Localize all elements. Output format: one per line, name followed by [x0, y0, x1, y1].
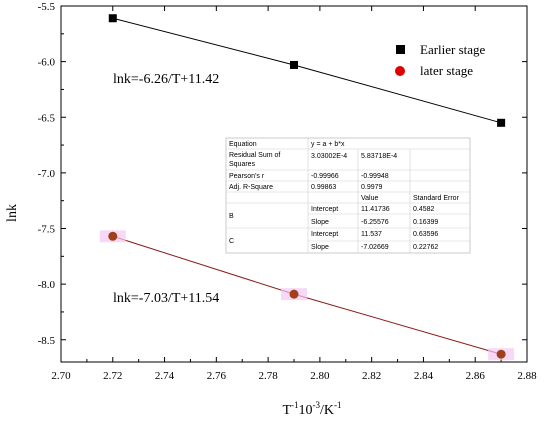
y-tick-label-2: -6.5 — [38, 112, 56, 124]
series-0-point-2 — [497, 118, 506, 127]
x-tick-label-0: 2.70 — [51, 370, 71, 382]
legend-label-earlier: Earlier stage — [420, 42, 486, 57]
series-1-point-2 — [496, 349, 506, 359]
table-c-slope-error: 0.22762 — [413, 244, 438, 251]
y-tick-label-5: -8.0 — [38, 279, 56, 291]
x-axis-label-mid: 10 — [299, 403, 313, 418]
legend: Earlier stage later stage — [395, 42, 486, 78]
x-tick-label-6: 2.82 — [362, 370, 381, 382]
table-c-intercept-value: 11.537 — [361, 231, 382, 238]
x-tick-label-8: 2.86 — [466, 370, 486, 382]
table-rss-b: 3.03002E-4 — [311, 153, 347, 160]
x-axis-label-sup1: -1 — [291, 400, 299, 410]
y-tick-label-6: -8.5 — [38, 335, 56, 347]
table-col-value: Value — [361, 195, 378, 202]
table-adjr-b: 0.99863 — [311, 184, 336, 191]
table-rss-c: 5.83718E-4 — [361, 153, 397, 160]
table-b-intercept-value: 11.41736 — [361, 206, 390, 213]
data-markers — [99, 14, 515, 361]
y-tick-label-1: -6.0 — [38, 57, 56, 69]
y-tick-label-0: -5.5 — [38, 1, 56, 13]
table-c-slope-label: Slope — [311, 244, 329, 251]
series-1-point-1 — [289, 289, 299, 299]
table-adjr-c: 0.9979 — [361, 184, 383, 191]
table-pearson-b: -0.99966 — [311, 173, 339, 180]
fit-results-table: Equation y = a + b*x Residual Sum of Squ… — [225, 137, 471, 254]
table-pearson-label: Pearson's r — [229, 173, 265, 180]
y-tick-label-3: -7.0 — [38, 168, 56, 180]
table-b-slope-label: Slope — [311, 219, 329, 226]
table-b-intercept-label: Intercept — [311, 206, 338, 213]
x-tick-label-9: 2.88 — [517, 370, 537, 382]
table-b-slope-error: 0.16399 — [413, 219, 438, 226]
x-tick-label-4: 2.78 — [258, 370, 278, 382]
y-axis-label: lnk — [5, 204, 20, 222]
table-equation-label: Equation — [229, 141, 257, 148]
table-group-c: C — [229, 238, 234, 245]
table-c-intercept-label: Intercept — [311, 231, 338, 238]
table-equation-value: y = a + b*x — [311, 141, 345, 148]
series-0-point-0 — [108, 14, 117, 23]
table-pearson-c: -0.99948 — [361, 173, 389, 180]
plot-area: 2.70 2.72 2.74 2.76 2.78 2.80 2.82 2.84 2.86 2.88… — [38, 1, 538, 382]
x-tick-label-2: 2.74 — [155, 370, 175, 382]
table-b-intercept-error: 0.4582 — [413, 206, 435, 213]
table-rss-label-2: Squares — [229, 161, 256, 168]
table-b-slope-value: -6.25576 — [361, 219, 389, 226]
table-rss-label-1: Residual Sum of — [229, 152, 280, 159]
table-adjr-label: Adj. R-Square — [229, 184, 273, 191]
series-0-point-1 — [290, 60, 298, 69]
table-c-slope-value: -7.02669 — [361, 244, 389, 251]
table-background — [225, 137, 471, 254]
table-col-error: Standard Error — [413, 195, 460, 202]
y-tick-label-4: -7.5 — [38, 224, 56, 236]
equation-earlier: lnk=-6.26/T+11.42 — [113, 72, 219, 87]
table-c-intercept-error: 0.63596 — [413, 231, 438, 238]
x-axis-label-tail: /K — [320, 403, 334, 418]
legend-marker-later — [395, 66, 405, 76]
legend-label-later: later stage — [420, 63, 473, 78]
x-tick-label-5: 2.80 — [310, 370, 330, 382]
series-1-point-0 — [108, 231, 118, 241]
x-axis-label-main: T — [282, 403, 291, 418]
x-axis-label: T-110-3/K-1 — [282, 400, 341, 418]
x-tick-label-3: 2.76 — [207, 370, 227, 382]
legend-marker-earlier — [396, 45, 405, 54]
x-tick-label-7: 2.84 — [414, 370, 434, 382]
table-group-b: B — [229, 213, 234, 220]
x-tick-label-1: 2.72 — [103, 370, 122, 382]
x-axis-label-sup2: -3 — [313, 400, 321, 410]
equation-later: lnk=-7.03/T+11.54 — [113, 291, 219, 306]
x-axis-label-sup3: -1 — [334, 400, 342, 410]
